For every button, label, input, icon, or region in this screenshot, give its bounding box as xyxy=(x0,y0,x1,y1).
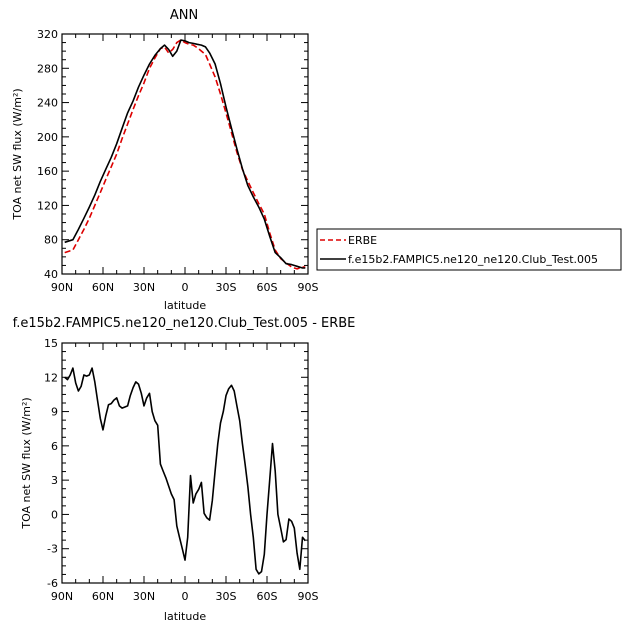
top-x-tick-label: 90N xyxy=(51,281,73,294)
top-y-tick-label: 280 xyxy=(37,62,58,75)
bottom-plot-frame xyxy=(61,342,309,584)
top-x-tick-label: 0 xyxy=(182,281,189,294)
top-y-tick-label: 200 xyxy=(37,131,58,144)
top-y-tick-label: 240 xyxy=(37,97,58,110)
bottom-y-tick-label: -3 xyxy=(47,543,58,556)
bottom-y-axis-label: TOA net SW flux (W/m²) xyxy=(20,397,33,529)
top-x-tick-label: 30S xyxy=(216,281,237,294)
top-x-tick-labels: 90N 60N 30N 0 30S 60S 90S xyxy=(51,281,319,294)
bottom-y-tick-label: 12 xyxy=(44,371,58,384)
top-y-tick-label: 320 xyxy=(37,28,58,41)
bottom-y-tick-label: 6 xyxy=(51,440,58,453)
top-y-tick-label: 120 xyxy=(37,199,58,212)
top-series-line-0 xyxy=(64,39,306,270)
top-y-tick-label: 80 xyxy=(44,234,58,247)
top-series-line-1 xyxy=(64,39,306,269)
top-plot-frame xyxy=(61,33,309,275)
bottom-x-tick-labels: 90N 60N 30N 0 30S 60S 90S xyxy=(51,590,319,603)
bottom-x-tick-label: 0 xyxy=(182,590,189,603)
top-y-axis-label: TOA net SW flux (W/m²) xyxy=(11,88,24,220)
top-x-tick-label: 90S xyxy=(298,281,319,294)
bottom-y-tick-labels: -6 -3 0 3 6 9 12 15 xyxy=(44,337,58,590)
bottom-x-axis-label: latitude xyxy=(164,610,206,623)
bottom-y-tick-label: 0 xyxy=(51,508,58,521)
bottom-x-tick-label: 60S xyxy=(257,590,278,603)
top-x-tick-label: 60N xyxy=(92,281,114,294)
top-chart-title: ANN xyxy=(170,8,198,23)
legend-box xyxy=(316,228,622,271)
bottom-y-tick-label: 3 xyxy=(51,474,58,487)
bottom-y-tick-label: -6 xyxy=(47,577,58,590)
top-y-tick-label: 40 xyxy=(44,268,58,281)
bottom-x-tick-label: 30S xyxy=(216,590,237,603)
top-panel: ANN 90N 60N 30N 0 30S 60S 90S 40 80 120 160 200 240… xyxy=(11,8,319,312)
top-x-tick-label: 30N xyxy=(133,281,155,294)
top-series xyxy=(64,39,306,270)
bottom-y-tick-label: 15 xyxy=(44,337,58,350)
bottom-x-tick-label: 90N xyxy=(51,590,73,603)
bottom-series-line-0 xyxy=(64,367,306,575)
top-x-tick-label: 60S xyxy=(257,281,278,294)
bottom-series xyxy=(64,367,306,575)
bottom-panel: f.e15b2.FAMPIC5.ne120_ne120.Club_Test.00… xyxy=(13,316,356,623)
legend: ERBE f.e15b2.FAMPIC5.ne120_ne120.Club_Te… xyxy=(316,228,622,271)
top-y-tick-label: 160 xyxy=(37,165,58,178)
bottom-chart-title: f.e15b2.FAMPIC5.ne120_ne120.Club_Test.00… xyxy=(13,316,356,331)
top-y-tick-labels: 40 80 120 160 200 240 280 320 xyxy=(37,28,58,281)
top-x-axis-label: latitude xyxy=(164,299,206,312)
bottom-x-tick-label: 60N xyxy=(92,590,114,603)
bottom-x-tick-label: 90S xyxy=(298,590,319,603)
bottom-y-tick-label: 9 xyxy=(51,406,58,419)
legend-label-model: f.e15b2.FAMPIC5.ne120_ne120.Club_Test.00… xyxy=(348,253,598,266)
bottom-x-tick-label: 30N xyxy=(133,590,155,603)
legend-label-erbe: ERBE xyxy=(348,234,377,247)
